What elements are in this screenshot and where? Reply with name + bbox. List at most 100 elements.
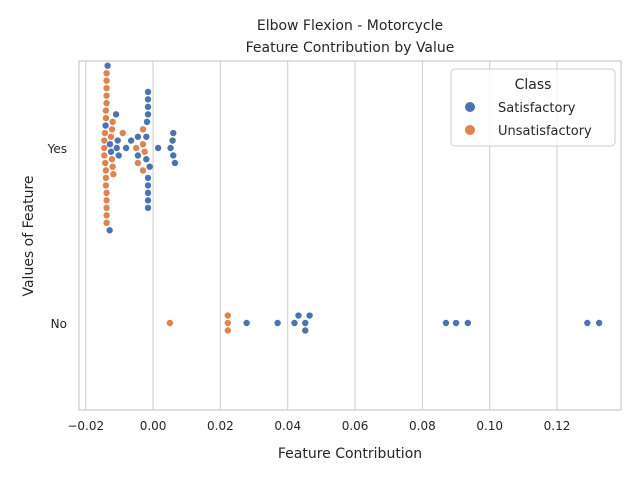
point-satisfactory (243, 319, 250, 327)
legend-label-satisfactory: Satisfactory (498, 101, 576, 116)
point-satisfactory (306, 312, 313, 319)
point-satisfactory (291, 319, 298, 327)
point-satisfactory (106, 227, 113, 234)
point-satisfactory (112, 111, 120, 118)
point-satisfactory (170, 152, 177, 159)
point-satisfactory (171, 159, 179, 167)
point-satisfactory (167, 144, 174, 152)
point-satisfactory (143, 118, 151, 126)
point-unsatisfactory (139, 141, 147, 148)
point-satisfactory (169, 137, 176, 144)
point-unsatisfactory (166, 319, 174, 327)
point-unsatisfactory (103, 70, 110, 77)
point-unsatisfactory (102, 159, 109, 167)
point-satisfactory (134, 152, 142, 159)
x-axis-label: Feature Contribution (278, 446, 422, 462)
x-tick-label: 0.08 (409, 419, 436, 433)
point-satisfactory (144, 88, 152, 96)
data-points (101, 62, 603, 334)
point-unsatisfactory (103, 219, 110, 226)
point-satisfactory (104, 62, 111, 69)
point-unsatisfactory (103, 189, 110, 197)
y-tick-label: No (51, 317, 67, 331)
point-satisfactory (302, 327, 309, 334)
point-unsatisfactory (224, 312, 231, 319)
y-tick-labels: Yes No (47, 142, 67, 331)
point-unsatisfactory (102, 107, 110, 114)
point-unsatisfactory (133, 144, 140, 152)
point-unsatisfactory (109, 163, 116, 170)
point-satisfactory (595, 319, 603, 327)
point-satisfactory (113, 144, 120, 152)
point-satisfactory (107, 148, 115, 155)
point-satisfactory (144, 111, 152, 118)
legend-box (450, 68, 616, 147)
point-unsatisfactory (224, 327, 231, 334)
point-unsatisfactory (134, 159, 142, 167)
point-satisfactory (584, 319, 591, 327)
x-tick-label: −0.02 (67, 419, 104, 433)
point-unsatisfactory (103, 92, 110, 99)
point-satisfactory (114, 137, 121, 144)
point-satisfactory (170, 129, 177, 137)
point-satisfactory (143, 133, 150, 140)
point-unsatisfactory (101, 137, 108, 144)
x-tick-label: 0.02 (207, 419, 234, 433)
point-satisfactory (106, 141, 114, 148)
point-satisfactory (144, 189, 152, 197)
point-satisfactory (127, 137, 135, 144)
point-satisfactory (442, 319, 450, 327)
point-unsatisfactory (107, 133, 115, 140)
point-unsatisfactory (103, 212, 110, 219)
x-tick-label: 0.10 (476, 419, 503, 433)
legend-label-unsatisfactory: Unsatisfactory (498, 124, 592, 139)
point-unsatisfactory (103, 204, 110, 212)
point-satisfactory (122, 144, 130, 152)
legend-marker-satisfactory (465, 102, 475, 112)
point-unsatisfactory (108, 126, 116, 133)
point-unsatisfactory (102, 174, 110, 182)
x-tick-label: 0.06 (342, 419, 369, 433)
point-unsatisfactory (108, 156, 116, 163)
point-satisfactory (154, 144, 162, 152)
y-axis-label: Values of Feature (21, 175, 37, 296)
point-satisfactory (302, 319, 309, 327)
point-satisfactory (134, 133, 142, 140)
point-unsatisfactory (103, 84, 110, 92)
x-tick-label: 0.04 (274, 419, 301, 433)
point-unsatisfactory (103, 77, 110, 84)
point-unsatisfactory (110, 170, 117, 178)
point-unsatisfactory (139, 126, 147, 133)
point-unsatisfactory (102, 114, 110, 122)
chart-subtitle: Feature Contribution by Value (246, 40, 455, 56)
chart-title: Elbow Flexion - Motorcycle (257, 18, 443, 34)
point-satisfactory (144, 204, 152, 212)
x-tick-label: 0.00 (140, 419, 167, 433)
point-satisfactory (143, 156, 150, 163)
point-satisfactory (274, 319, 281, 327)
point-satisfactory (295, 312, 302, 319)
plot-frame (78, 60, 622, 411)
legend-marker-unsatisfactory (465, 125, 475, 135)
point-unsatisfactory (103, 99, 110, 107)
point-unsatisfactory (102, 167, 110, 174)
legend-title: Class (515, 77, 552, 93)
y-tick-label: Yes (47, 142, 67, 156)
x-tick-labels: −0.02 0.00 0.02 0.04 0.06 0.08 0.10 0.12 (67, 419, 570, 433)
point-satisfactory (144, 197, 152, 204)
point-satisfactory (146, 163, 153, 170)
x-tick-label: 0.12 (544, 419, 571, 433)
point-satisfactory (102, 122, 109, 129)
point-unsatisfactory (101, 129, 109, 137)
point-satisfactory (464, 319, 472, 327)
point-satisfactory (452, 319, 460, 327)
point-satisfactory (144, 96, 152, 103)
point-satisfactory (144, 103, 152, 111)
point-unsatisfactory (101, 152, 108, 159)
point-unsatisfactory (139, 167, 147, 174)
legend: Class Satisfactory Unsatisfactory (450, 68, 616, 147)
point-unsatisfactory (141, 148, 148, 155)
point-unsatisfactory (101, 144, 108, 152)
point-satisfactory (144, 182, 152, 189)
